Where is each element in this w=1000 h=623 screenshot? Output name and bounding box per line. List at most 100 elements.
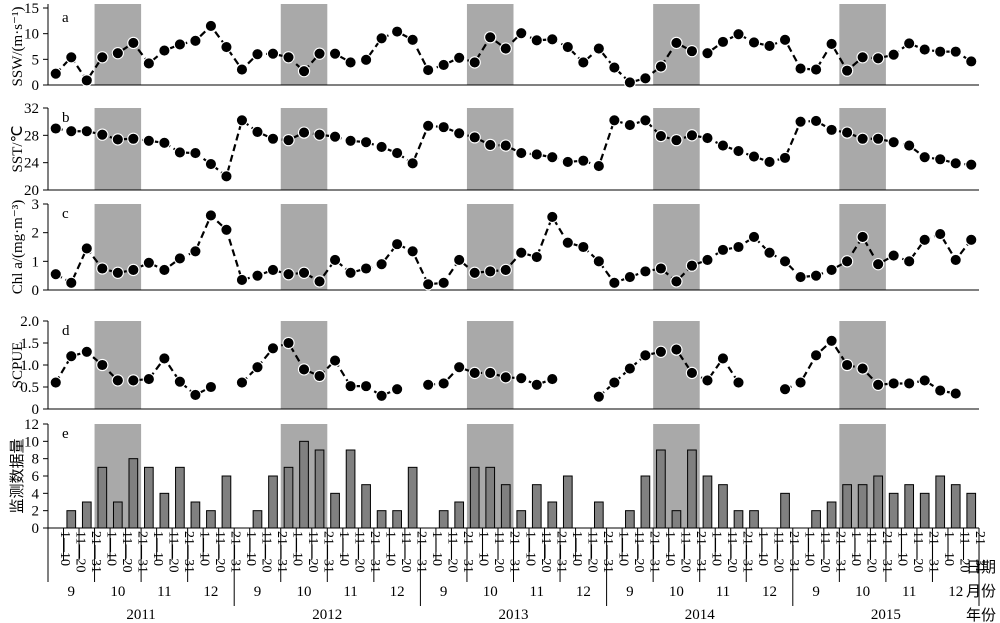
- data-point: [934, 153, 947, 166]
- y-tick-label: 10: [24, 27, 39, 43]
- data-point: [266, 47, 280, 60]
- data-point: [390, 237, 404, 251]
- bar: [66, 510, 77, 529]
- data-point: [80, 345, 93, 358]
- y-tick-label: 8: [32, 452, 40, 468]
- bar: [780, 492, 790, 529]
- y-tick-label: 32: [24, 101, 39, 117]
- y-tick-label: 0: [32, 521, 40, 537]
- shaded-period-2012-10-panel-1: [280, 108, 328, 190]
- data-point: [515, 372, 528, 385]
- bar: [547, 501, 558, 529]
- bar: [407, 466, 418, 529]
- y-tick-label: 3: [32, 197, 40, 213]
- day-label: 11—20: [631, 531, 646, 572]
- day-label: 11—20: [165, 531, 180, 572]
- data-point: [251, 125, 264, 139]
- day-label: 21—31: [786, 531, 801, 573]
- data-point: [546, 33, 559, 46]
- series-line: [784, 339, 956, 395]
- bar: [112, 501, 123, 529]
- month-label: 9: [68, 584, 76, 600]
- data-point: [825, 123, 838, 137]
- data-point: [949, 387, 962, 400]
- bar: [128, 458, 139, 529]
- data-point: [173, 252, 187, 265]
- data-point: [887, 377, 900, 390]
- day-label: 1—10: [336, 531, 351, 566]
- panel-a: 0 5 10 15 a SSW/(m·s⁻¹): [10, 1, 979, 94]
- data-point: [654, 345, 668, 358]
- shaded-period-2015-10-panel-1: [839, 108, 886, 190]
- data-point: [670, 133, 683, 147]
- day-label: 11—20: [817, 531, 832, 572]
- bar: [97, 466, 108, 529]
- day-label: 11—20: [72, 531, 87, 572]
- bar: [392, 510, 402, 529]
- data-point: [313, 275, 326, 288]
- day-label: 11—20: [538, 531, 553, 572]
- data-point: [701, 47, 714, 60]
- data-point: [701, 253, 714, 267]
- day-label: 1—10: [196, 531, 211, 566]
- data-point: [608, 376, 621, 389]
- data-point: [235, 376, 249, 389]
- day-label: 11—20: [258, 531, 273, 572]
- data-point: [623, 76, 637, 89]
- day-label: 1—10: [848, 531, 863, 566]
- data-point: [96, 262, 109, 275]
- y-axis-label: SST/℃: [10, 126, 26, 173]
- month-level-label: 月份: [966, 582, 996, 600]
- data-point: [220, 223, 233, 236]
- bar: [826, 501, 837, 529]
- day-label: 21—31: [274, 531, 289, 573]
- data-point: [328, 47, 342, 60]
- data-point: [375, 140, 388, 154]
- day-label: 1—10: [57, 531, 72, 566]
- data-point: [204, 380, 218, 394]
- data-point: [297, 126, 311, 139]
- day-label: 1—10: [941, 531, 956, 566]
- data-point: [887, 48, 900, 61]
- day-label: 21—31: [321, 531, 336, 573]
- data-point: [49, 268, 62, 281]
- data-point: [546, 210, 559, 224]
- bar: [221, 475, 232, 529]
- bar: [159, 492, 170, 529]
- data-point: [592, 159, 605, 173]
- day-label: 21—31: [879, 531, 894, 573]
- data-point: [142, 256, 156, 269]
- data-point: [887, 136, 900, 149]
- bar: [485, 466, 496, 529]
- data-point: [825, 37, 838, 51]
- month-label: 11: [530, 584, 544, 600]
- data-point: [189, 34, 202, 48]
- data-point: [406, 33, 419, 46]
- data-point: [80, 242, 93, 255]
- data-point: [359, 53, 373, 66]
- data-point: [484, 366, 497, 380]
- data-point: [840, 255, 854, 268]
- data-point: [716, 352, 730, 365]
- data-point: [375, 258, 388, 271]
- year-label: 2012: [312, 607, 342, 623]
- day-label: 21—31: [972, 531, 987, 573]
- data-point: [453, 127, 466, 140]
- data-point: [778, 255, 792, 268]
- data-point: [825, 263, 838, 277]
- month-label: 11: [716, 584, 730, 600]
- data-point: [328, 354, 342, 367]
- data-point: [623, 118, 637, 132]
- data-point: [158, 44, 171, 57]
- bar: [361, 484, 371, 529]
- data-point: [235, 114, 249, 127]
- bar: [330, 492, 340, 529]
- bar: [904, 484, 915, 529]
- data-point: [282, 51, 295, 64]
- y-tick-label: 0: [32, 78, 40, 94]
- data-point: [158, 263, 171, 277]
- year-label: 2014: [685, 607, 716, 623]
- data-point: [189, 146, 202, 160]
- data-point: [251, 48, 264, 61]
